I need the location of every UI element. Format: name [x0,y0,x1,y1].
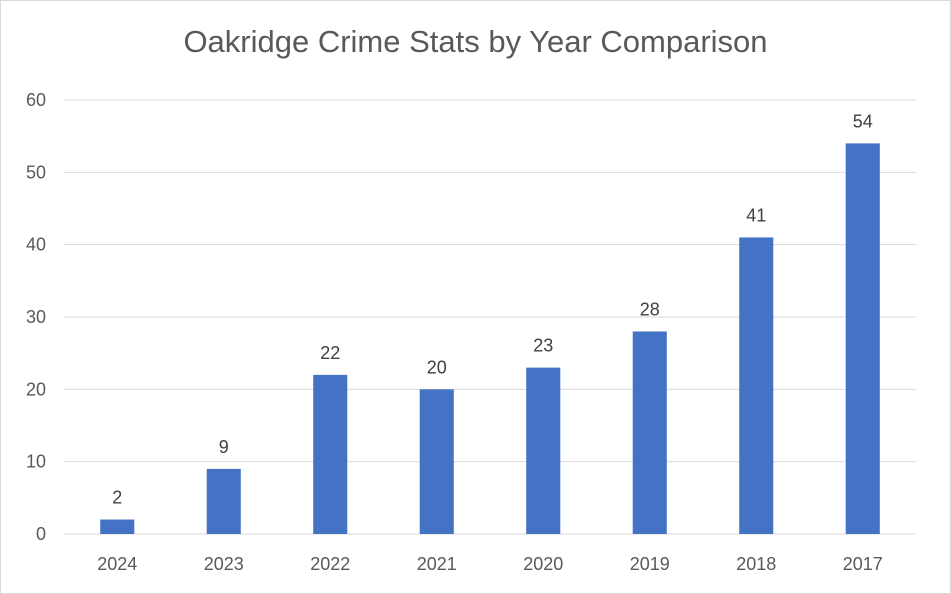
y-tick-label: 10 [26,452,46,472]
y-tick-label: 0 [36,524,46,544]
data-label-2023: 9 [219,437,229,457]
y-tick-label: 20 [26,379,46,399]
bar-2024 [100,519,135,534]
bar-2023 [206,468,241,534]
x-tick-label-2017: 2017 [843,554,883,574]
x-tick-label-2020: 2020 [523,554,563,574]
x-tick-label-2024: 2024 [97,554,137,574]
x-tick-label-2022: 2022 [310,554,350,574]
x-tick-label-2021: 2021 [417,554,457,574]
x-tick-label-2018: 2018 [736,554,776,574]
y-tick-label: 60 [26,90,46,110]
data-label-2020: 23 [533,336,553,356]
x-tick-label-2019: 2019 [630,554,670,574]
bar-2018 [739,237,774,534]
y-tick-label: 50 [26,162,46,182]
gridlines [64,99,916,535]
bar-2022 [313,374,348,534]
chart-title: Oakridge Crime Stats by Year Comparison [183,24,768,59]
x-tick-label-2023: 2023 [204,554,244,574]
data-label-2022: 22 [320,343,340,363]
data-label-2024: 2 [112,488,122,508]
data-label-2021: 20 [427,357,447,377]
data-label-2017: 54 [853,111,873,131]
bars [100,143,880,534]
y-tick-label: 30 [26,307,46,327]
bar-2017 [845,143,880,534]
data-label-2018: 41 [746,205,766,225]
data-label-2019: 28 [640,299,660,319]
bar-2021 [419,389,454,534]
bar-2020 [526,367,561,534]
y-axis-tick-labels: 0 10 20 30 40 50 60 [26,90,46,544]
data-labels: 2 9 22 20 23 28 41 54 [112,111,873,507]
x-axis-tick-labels: 2024 2023 2022 2021 2020 2019 2018 2017 [97,554,883,574]
bar-2019 [632,331,667,534]
y-tick-label: 40 [26,235,46,255]
